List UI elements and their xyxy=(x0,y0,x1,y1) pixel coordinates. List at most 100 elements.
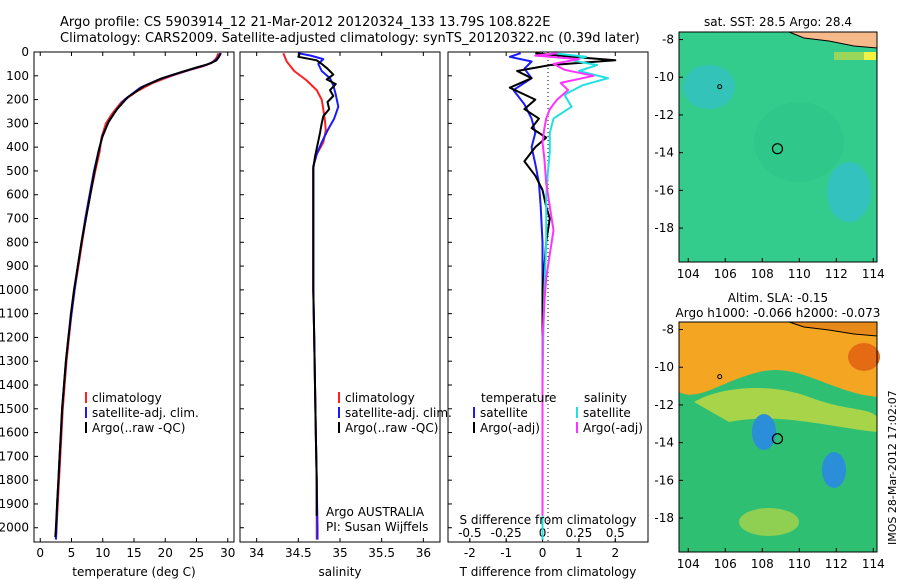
lon-tick-label: 108 xyxy=(751,267,774,281)
lat-tick-label: -8 xyxy=(662,323,674,337)
temperature-plot-frame xyxy=(33,51,235,543)
depth-tick-label: 900 xyxy=(6,259,29,273)
series-line-2 xyxy=(54,52,222,538)
depth-tick-label: 1100 xyxy=(0,307,29,321)
depth-tick-label: 1000 xyxy=(0,283,29,297)
lat-tick-label: -18 xyxy=(654,221,674,235)
series-line-0 xyxy=(508,52,544,540)
lat-tick-label: -10 xyxy=(654,70,674,84)
argo-annotation-line-1: Argo AUSTRALIA xyxy=(326,505,425,519)
imos-timestamp: IMOS 28-Mar-2012 17:02:07 xyxy=(886,390,899,545)
sst-cool-patch xyxy=(683,65,735,109)
sst-mid-patch xyxy=(754,102,844,182)
sst-map-axes: 104 106 108 110 112 114 -8 -10 -12 -14 -16 -18 xyxy=(654,33,884,281)
depth-tick-label: 500 xyxy=(6,164,29,178)
legend-label: Argo(-adj) xyxy=(480,421,540,435)
x-tick-label: 10 xyxy=(95,546,110,560)
argo-annotation-line-2: PI: Susan Wijffels xyxy=(326,520,428,534)
series-line-1 xyxy=(508,52,617,516)
depth-tick-label: 800 xyxy=(6,235,29,249)
t-difference-axis-label: T difference from climatology xyxy=(459,565,637,579)
sla-map-subtitle: Argo h1000: -0.066 h2000: -0.073 xyxy=(676,306,881,320)
legend-label: Argo(..raw -QC) xyxy=(345,421,438,435)
x-tick-label: 0 xyxy=(36,546,44,560)
sst-cool-patch xyxy=(827,162,871,222)
lon-tick-label: 112 xyxy=(825,267,848,281)
x-tick-label: -1 xyxy=(500,546,512,560)
lon-tick-label: 114 xyxy=(862,557,885,571)
profile-location-marker xyxy=(771,143,784,155)
series-line-0 xyxy=(282,52,327,540)
series-line-0 xyxy=(54,52,220,540)
legend-label: Argo(-adj) xyxy=(583,421,643,435)
depth-tick-label: 1300 xyxy=(0,354,29,368)
x-tick-label: 30 xyxy=(220,546,235,560)
lon-tick-label: 108 xyxy=(751,557,774,571)
x-tick-label: 36 xyxy=(416,546,431,560)
x-tick-label: 20 xyxy=(158,546,173,560)
difference-legend: temperature salinitysatelliteArgo(-adj)sa… xyxy=(473,391,643,435)
lon-tick-label: 112 xyxy=(825,557,848,571)
series-line-2 xyxy=(541,52,609,540)
temperature-axis: 0 5 10 15 20 25 30 xyxy=(36,52,235,560)
sst-warm-patch xyxy=(864,52,876,60)
legend-label: Argo(..raw -QC) xyxy=(92,421,185,435)
sla-high-region xyxy=(679,322,877,397)
legend-label: climatology xyxy=(92,391,162,405)
depth-tick-label: 1600 xyxy=(0,426,29,440)
lat-tick-label: -10 xyxy=(654,360,674,374)
sla-map-axes: 104 106 108 110 112 114 -8 -10 -12 -14 -16 -18 xyxy=(654,323,884,571)
lon-tick-label: 104 xyxy=(677,267,700,281)
sla-map-panel: Altim. SLA: -0.15 Argo h1000: -0.066 h20… xyxy=(654,291,884,571)
lon-tick-label: 106 xyxy=(714,557,737,571)
sst-map-panel: sat. SST: 28.5 Argo: 28.4 104 106 108 110 11… xyxy=(654,15,884,281)
title-line-1: Argo profile: CS 5903914_12 21-Mar-2012 … xyxy=(60,15,550,30)
sst-warm-patch xyxy=(834,52,874,60)
lon-tick-label: 104 xyxy=(677,557,700,571)
sla-map-markers xyxy=(717,374,784,445)
lat-tick-label: -18 xyxy=(654,511,674,525)
depth-tick-label: 100 xyxy=(6,69,29,83)
depth-tick-label: 1200 xyxy=(0,330,29,344)
profile-location-marker xyxy=(771,433,784,445)
s-tick-label: -0.5 xyxy=(458,526,481,540)
figure-title: Argo profile: CS 5903914_12 21-Mar-2012 … xyxy=(60,15,640,46)
x-tick-label: 5 xyxy=(68,546,76,560)
sla-low-eddy xyxy=(752,414,776,450)
x-tick-label: 25 xyxy=(189,546,204,560)
sla-map-frame xyxy=(678,321,878,553)
x-tick-label: 34 xyxy=(249,546,264,560)
series-line-1 xyxy=(54,52,222,540)
title-line-2: Climatology: CARS2009. Satellite-adjuste… xyxy=(60,31,640,46)
sst-map-markers xyxy=(717,84,784,155)
lon-tick-label: 114 xyxy=(862,267,885,281)
x-tick-label: 0 xyxy=(539,546,547,560)
s-tick-label: 0.5 xyxy=(606,526,625,540)
salinity-axis-label: salinity xyxy=(318,565,361,579)
sst-field xyxy=(679,31,878,262)
depth-tick-label: 600 xyxy=(6,188,29,202)
difference-panel: -2 -1 0 1 2 -0.5 -0.25 0 0.25 0.5 temperature sal… xyxy=(447,51,649,579)
legend-heading-temperature: temperature xyxy=(481,391,556,405)
s-tick-label: 0.25 xyxy=(566,526,593,540)
lon-tick-label: 110 xyxy=(788,557,811,571)
legend-label: satellite xyxy=(583,406,631,420)
temperature-profiles xyxy=(54,52,222,540)
lat-tick-label: -16 xyxy=(654,183,674,197)
depth-tick-label: 1700 xyxy=(0,449,29,463)
x-tick-label: 15 xyxy=(126,546,141,560)
salinity-panel: 34 34.5 35 35.5 36 climatologysatellite-adj.… xyxy=(239,51,452,579)
lon-tick-label: 110 xyxy=(788,267,811,281)
legend-heading-salinity: salinity xyxy=(584,391,627,405)
x-tick-label: 34.5 xyxy=(285,546,312,560)
depth-tick-label: 200 xyxy=(6,93,29,107)
temperature-panel: 0100200300400500600700800900100011001200… xyxy=(0,45,235,579)
depth-tick-label: 300 xyxy=(6,116,29,130)
lat-tick-label: -12 xyxy=(654,398,674,412)
depth-tick-label: 2000 xyxy=(0,521,29,535)
salinity-axis: 34 34.5 35 35.5 36 xyxy=(240,51,431,560)
lon-tick-label: 106 xyxy=(714,267,737,281)
sla-peak xyxy=(848,343,880,371)
legend-label: satellite-adj. clim. xyxy=(345,406,452,420)
